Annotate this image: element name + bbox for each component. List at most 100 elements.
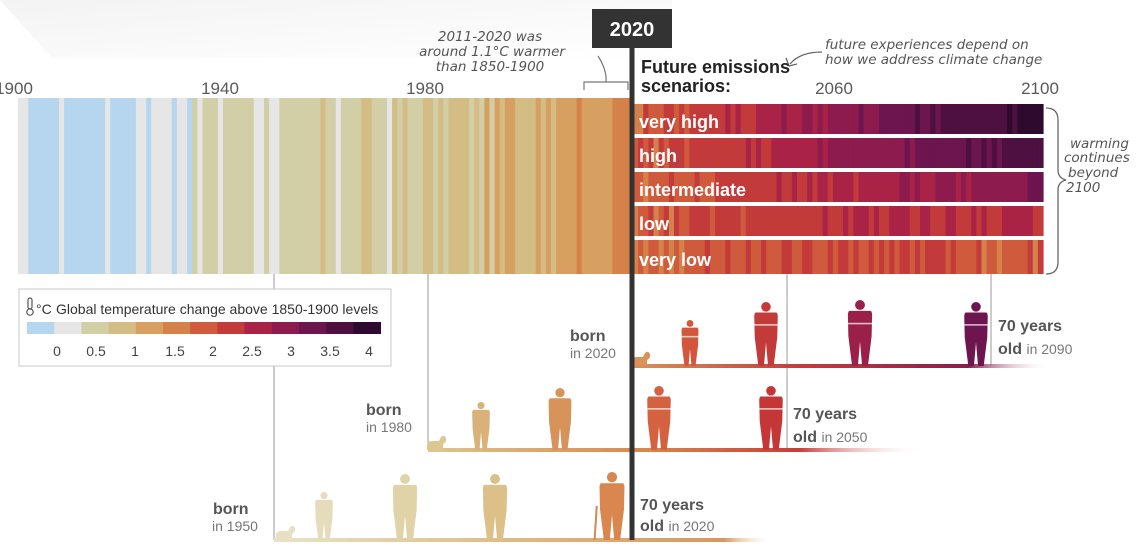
- historical-stripe: [74, 98, 81, 274]
- scenario-stripe: [740, 206, 747, 236]
- historical-stripe: [105, 98, 111, 274]
- scenario-stripe: [832, 138, 839, 168]
- historical-stripe: [489, 98, 496, 274]
- scenario-stripe: [771, 206, 778, 236]
- scenario-stripe: [971, 172, 977, 202]
- scenario-stripe: [1017, 172, 1024, 202]
- historical-stripe: [469, 98, 475, 274]
- scenario-stripe: [663, 104, 670, 134]
- scenario-stripe: [1022, 104, 1029, 134]
- scenario-stripe: [750, 206, 757, 236]
- scenario-stripe: [720, 138, 726, 168]
- scenario-stripe: [827, 104, 834, 134]
- historical-stripe: [217, 98, 224, 274]
- year-2020-badge: [592, 9, 672, 48]
- scenario-stripe: [996, 240, 1003, 274]
- scenario-stripe: [720, 206, 726, 236]
- historical-stripe: [130, 98, 137, 274]
- scenario-stripe: [807, 206, 813, 236]
- x-axis: 1900 1940 1980 2060 2100: [0, 79, 1059, 98]
- scenario-stripe: [658, 240, 665, 274]
- scenario-stripe: [735, 240, 742, 274]
- scenario-stripe: [812, 138, 819, 168]
- scenario-stripe: [945, 240, 952, 274]
- born-labels: born in 1950 born in 1980 born in 2020: [212, 328, 616, 534]
- scenario-stripe: [761, 138, 767, 168]
- scenario-stripe: [735, 172, 742, 202]
- scenario-stripe: [817, 172, 824, 202]
- baby-silhouette: [631, 351, 651, 366]
- scenario-stripe: [853, 172, 860, 202]
- scenario-stripe: [1027, 104, 1034, 134]
- scenario-stripe: [781, 104, 788, 134]
- historical-stripe: [520, 98, 526, 274]
- scenario-stripe: [643, 138, 649, 168]
- historical-stripe: [597, 98, 603, 274]
- scenario-stripe: [1027, 138, 1034, 168]
- scenario-stripe: [879, 104, 885, 134]
- scenario-stripe: [822, 206, 829, 236]
- scenario-stripe: [1017, 206, 1024, 236]
- scenario-top-gap: [635, 98, 1043, 104]
- scenario-stripe: [991, 138, 998, 168]
- historical-stripe: [120, 98, 127, 274]
- scenario-stripe: [889, 104, 895, 134]
- curved-arrow-icon: [785, 51, 823, 67]
- scenario-stripe: [848, 104, 854, 134]
- historical-stripe: [253, 98, 260, 274]
- scenarios-heading-line: Future emissions: [641, 57, 790, 77]
- scenario-stripe: [879, 240, 885, 274]
- scenario-stripe: [771, 104, 778, 134]
- scenario-stripe: [807, 172, 813, 202]
- scenario-stripe: [725, 206, 731, 236]
- scenario-stripe: [745, 240, 752, 274]
- historical-stripe: [556, 98, 562, 274]
- scenario-stripe: [827, 240, 834, 274]
- scenario-stripe: [694, 172, 701, 202]
- legend-tick-label: 3.5: [320, 343, 340, 359]
- scenario-stripe: [848, 240, 854, 274]
- scenario-stripe: [720, 104, 726, 134]
- scenario-stripe: [961, 104, 967, 134]
- scenario-stripe: [894, 206, 901, 236]
- legend-swatches: [27, 322, 381, 334]
- scenario-stripe: [930, 104, 936, 134]
- scenario-stripe: [1027, 172, 1034, 202]
- scenario-stripe: [761, 206, 767, 236]
- scenario-stripe: [940, 104, 947, 134]
- legend-tick-label: 1: [131, 343, 139, 359]
- scenario-stripe: [689, 138, 696, 168]
- legend-tick-label: 2: [209, 343, 217, 359]
- scenario-label-very-low: very low: [639, 250, 712, 270]
- scenario-stripe: [894, 104, 901, 134]
- scenario-stripe: [1037, 104, 1044, 134]
- scenario-stripe: [843, 206, 849, 236]
- historical-stripe: [320, 98, 327, 274]
- historical-stripe: [212, 98, 219, 274]
- future-annotation: future experiences depend on how we addr…: [785, 37, 1042, 68]
- historical-stripe: [228, 98, 234, 274]
- scenario-stripe: [904, 138, 911, 168]
- historical-stripe: [412, 98, 419, 274]
- scenario-stripe: [761, 104, 767, 134]
- historical-stripe: [545, 98, 552, 274]
- age-label: 70 years: [793, 406, 857, 423]
- scenario-stripe: [766, 138, 772, 168]
- scenario-stripe: [638, 206, 644, 236]
- scenario-stripe: [955, 172, 962, 202]
- scenario-stripe: [889, 172, 895, 202]
- historical-stripe: [161, 98, 168, 274]
- scenario-stripe: [720, 172, 726, 202]
- scenario-stripe: [668, 104, 675, 134]
- legend-swatch: [163, 322, 191, 334]
- background-wedge: [0, 0, 672, 58]
- scenario-stripes: [633, 98, 1044, 274]
- legend-tick-label: 4: [365, 343, 373, 359]
- historical-stripe: [351, 98, 357, 274]
- legend-swatch: [271, 322, 300, 334]
- scenario-stripe: [730, 104, 737, 134]
- scenario-stripe: [745, 104, 752, 134]
- scenario-stripe: [868, 206, 875, 236]
- person-silhouette: [392, 474, 418, 540]
- scenario-stripe: [889, 240, 895, 274]
